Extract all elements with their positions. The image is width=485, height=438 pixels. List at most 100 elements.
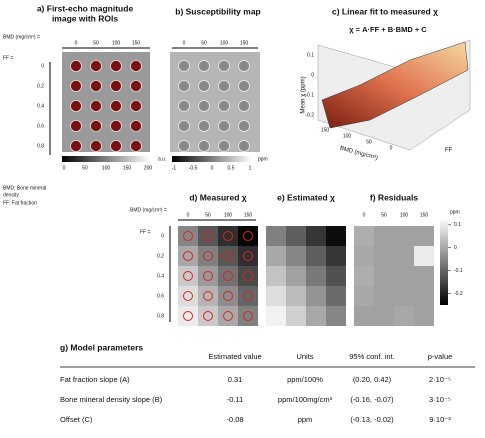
panel-title: f) Residuals: [370, 192, 418, 202]
tick-label: 1: [249, 165, 252, 171]
heatmap-cell: [178, 266, 198, 286]
table-header: 95% conf. int.: [349, 352, 394, 361]
equation: χ = A·FF + B·BMD + C: [349, 25, 427, 34]
roi: [111, 101, 122, 112]
note: BMD: Bone mineral: [3, 185, 46, 191]
heatmap-cell: [286, 306, 306, 326]
roi: [91, 141, 102, 152]
colorbar-unit: a.u.: [158, 156, 166, 162]
heatmap-cell: [306, 286, 326, 306]
roi: [219, 101, 230, 112]
roi: [111, 81, 122, 92]
roi: [111, 61, 122, 72]
heatmap-cell: [178, 226, 198, 246]
roi: [131, 81, 142, 92]
roi: [219, 141, 230, 152]
tick-label: 100: [224, 212, 233, 218]
panel-title: e) Estimated χ: [277, 192, 335, 202]
roi: [71, 141, 82, 152]
roi: [111, 121, 122, 132]
table-header: Units: [296, 352, 313, 361]
heatmap-cell: [286, 226, 306, 246]
tick-label: 0: [390, 145, 393, 151]
heatmap-cell: [286, 246, 306, 266]
tick-label: 0.6: [157, 293, 164, 299]
roi: [219, 121, 230, 132]
table-cell: 9·10⁻³: [429, 415, 451, 424]
roi: [179, 81, 190, 92]
tick-label: 0.6: [37, 123, 44, 129]
tick-label: 0: [363, 212, 366, 218]
table-cell: (0.20, 0.42): [353, 375, 392, 384]
heatmap-cell: [374, 266, 394, 286]
heatmap-cell: [354, 286, 374, 306]
table-cell: ppm: [298, 415, 313, 424]
tick-label: 0.8: [157, 313, 164, 319]
table-title: g) Model parameters: [60, 342, 143, 352]
roi: [91, 101, 102, 112]
tick-label: 0.2: [37, 83, 44, 89]
tick-label: 0.8: [37, 143, 44, 149]
roi: [131, 61, 142, 72]
heatmap-cell: [286, 286, 306, 306]
heatmap-cell: [198, 246, 218, 266]
table-cell: ppm/100mg/cm³: [278, 395, 333, 404]
roi: [199, 141, 210, 152]
heatmap-cell: [394, 306, 414, 326]
roi: [239, 121, 250, 132]
tick-label: -0.5: [189, 165, 198, 171]
heatmap-cell: [354, 306, 374, 326]
table-cell: Fat fraction slope (A): [60, 375, 130, 384]
roi: [111, 141, 122, 152]
panel-title: d) Measured χ: [189, 192, 246, 202]
roi: [91, 81, 102, 92]
tick-label: 0.5: [228, 165, 235, 171]
roi: [179, 121, 190, 132]
roi: [131, 121, 142, 132]
roi: [91, 61, 102, 72]
heatmap-cell: [374, 246, 394, 266]
table-header: p-value: [428, 352, 453, 361]
panel-title: c) Linear fit to measured χ: [332, 6, 438, 16]
tick-label: 50: [93, 40, 99, 46]
tick-label: 50: [366, 139, 372, 145]
heatmap-cell: [414, 306, 434, 326]
heatmap-cell: [374, 306, 394, 326]
heatmap-cell: [306, 266, 326, 286]
roi: [179, 141, 190, 152]
roi: [199, 81, 210, 92]
table-cell: 3·10⁻⁵: [429, 395, 451, 404]
colorbar-unit: ppm: [450, 209, 460, 215]
heatmap-cell: [306, 306, 326, 326]
tick-label: 0: [161, 233, 164, 239]
roi: [239, 101, 250, 112]
heatmap-cell: [266, 226, 286, 246]
table-cell: ppm/100%: [287, 375, 323, 384]
tick-label: 0: [187, 212, 190, 218]
heatmap-cell: [354, 246, 374, 266]
heatmap-cell: [414, 266, 434, 286]
heatmap-cell: [218, 286, 238, 306]
tick-label: -0.1: [305, 92, 314, 98]
tick-label: 0: [75, 40, 78, 46]
heatmap-cell: [266, 266, 286, 286]
table-cell: -0.11: [227, 395, 244, 404]
tick-label: 50: [201, 40, 207, 46]
roi: [71, 61, 82, 72]
tick-label: 0: [183, 40, 186, 46]
tick-label: 150: [321, 127, 330, 133]
heatmap-cell: [266, 306, 286, 326]
heatmap-cell: [414, 246, 434, 266]
panel-title: b) Susceptibility map: [175, 6, 261, 16]
heatmap-cell: [218, 306, 238, 326]
heatmap-cell: [354, 266, 374, 286]
tick-label: 0: [41, 63, 44, 69]
heatmap-cell: [306, 246, 326, 266]
roi: [219, 61, 230, 72]
tick-label: -0.2: [454, 291, 463, 297]
heatmap-cell: [266, 246, 286, 266]
tick-label: 0: [311, 72, 314, 78]
heatmap-cell: [178, 306, 198, 326]
tick-label: 150: [240, 40, 249, 46]
